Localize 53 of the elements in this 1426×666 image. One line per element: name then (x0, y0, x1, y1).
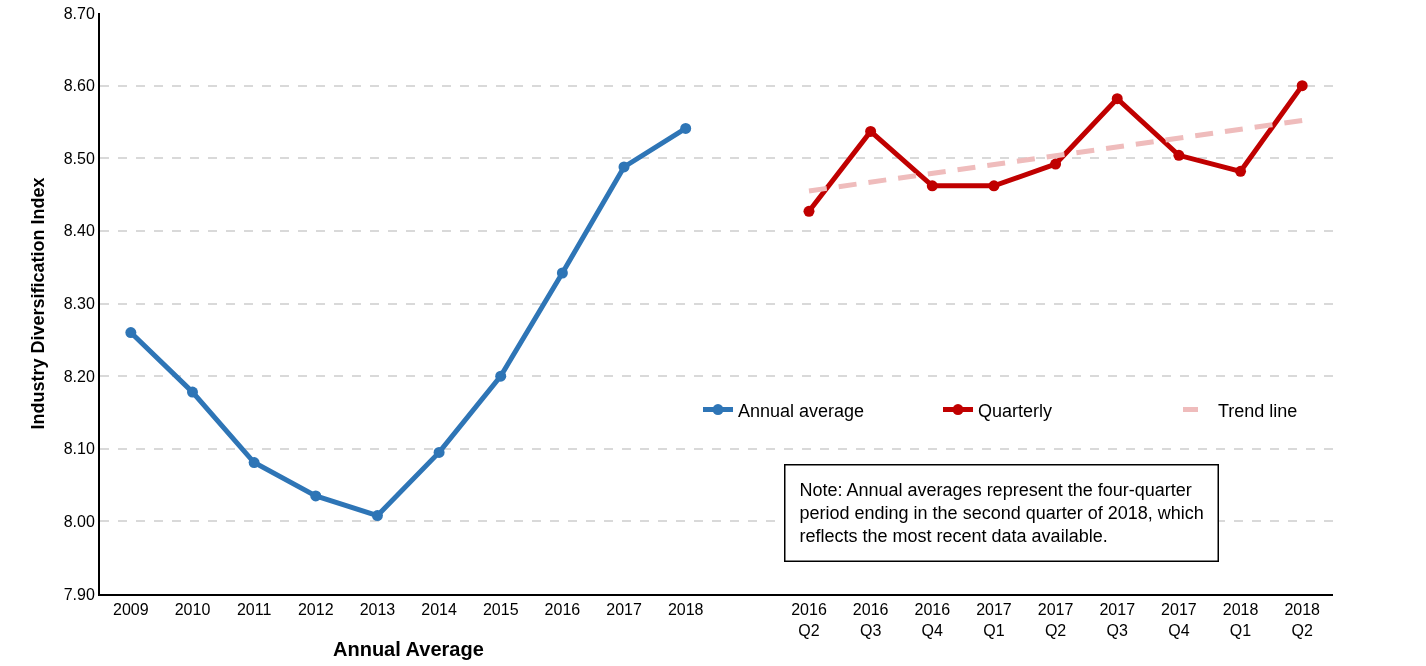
point (988, 180, 1000, 192)
point (433, 446, 445, 458)
y-tick-label: 8.30 (63, 295, 95, 313)
x-tick-label: 2017 Q4 (1161, 601, 1197, 639)
y-tick-label: 8.40 (63, 222, 95, 240)
annotation: Note: Annual averages represent the four-quarter period ending in the second quarter of 2018, which reflects the most recent data available. (799, 479, 1204, 547)
y-tick-label: 7.90 (63, 585, 95, 603)
point (248, 457, 260, 469)
x-tick-label: 2016 (544, 601, 581, 619)
point (926, 180, 938, 192)
point (371, 510, 383, 522)
x-tick-label: 2017 (606, 601, 642, 619)
x-tick-label: 2016 Q3 (852, 601, 889, 639)
y-tick-label: 8.50 (63, 149, 95, 167)
y-tick-label: 8.60 (63, 77, 95, 95)
x-tick-label: 2018 Q1 (1222, 601, 1259, 639)
y-tick-label: 8.00 (63, 512, 95, 530)
x-tick-label: 2017 Q1 (976, 601, 1012, 639)
x-tick-label: 2014 (421, 601, 457, 619)
x-tick-label: 2015 (482, 601, 519, 619)
x-tick-label: 2010 (174, 601, 211, 619)
point (618, 161, 630, 173)
point (680, 122, 692, 134)
x-tick-label: 2018 (667, 601, 704, 619)
point (865, 125, 877, 137)
y-axis-title: Industry Diversification Index (28, 177, 49, 430)
x-tick-label: 2016 Q4 (914, 601, 951, 639)
y-tick-label: 8.20 (63, 367, 95, 385)
x-tick-label: 2017 Q2 (1037, 601, 1074, 639)
point (1296, 80, 1308, 92)
x-tick-label: 2016 Q2 (791, 601, 827, 639)
x-axis-title: Annual Average (333, 638, 484, 660)
y-tick-label: 8.70 (63, 4, 95, 22)
point (803, 205, 815, 217)
x-tick-label: 2011 (236, 601, 272, 619)
x-tick-label: 2017 Q3 (1099, 601, 1136, 639)
x-tick-label: 2018 Q2 (1284, 601, 1321, 639)
point (310, 490, 322, 502)
point (1111, 93, 1123, 105)
point (556, 267, 568, 279)
legend-label: Trend line (1218, 400, 1298, 421)
x-tick-label: 2013 (359, 601, 396, 619)
point (125, 327, 137, 339)
point (1173, 149, 1185, 161)
point (1235, 165, 1247, 177)
point (186, 386, 198, 398)
point (1050, 158, 1062, 170)
y-tick-label: 8.10 (63, 440, 95, 458)
legend-label: Annual average (738, 400, 865, 421)
point (495, 370, 507, 382)
x-tick-label: 2009 (113, 601, 149, 619)
legend-label: Quarterly (978, 400, 1053, 421)
x-tick-label: 2012 (297, 601, 334, 619)
